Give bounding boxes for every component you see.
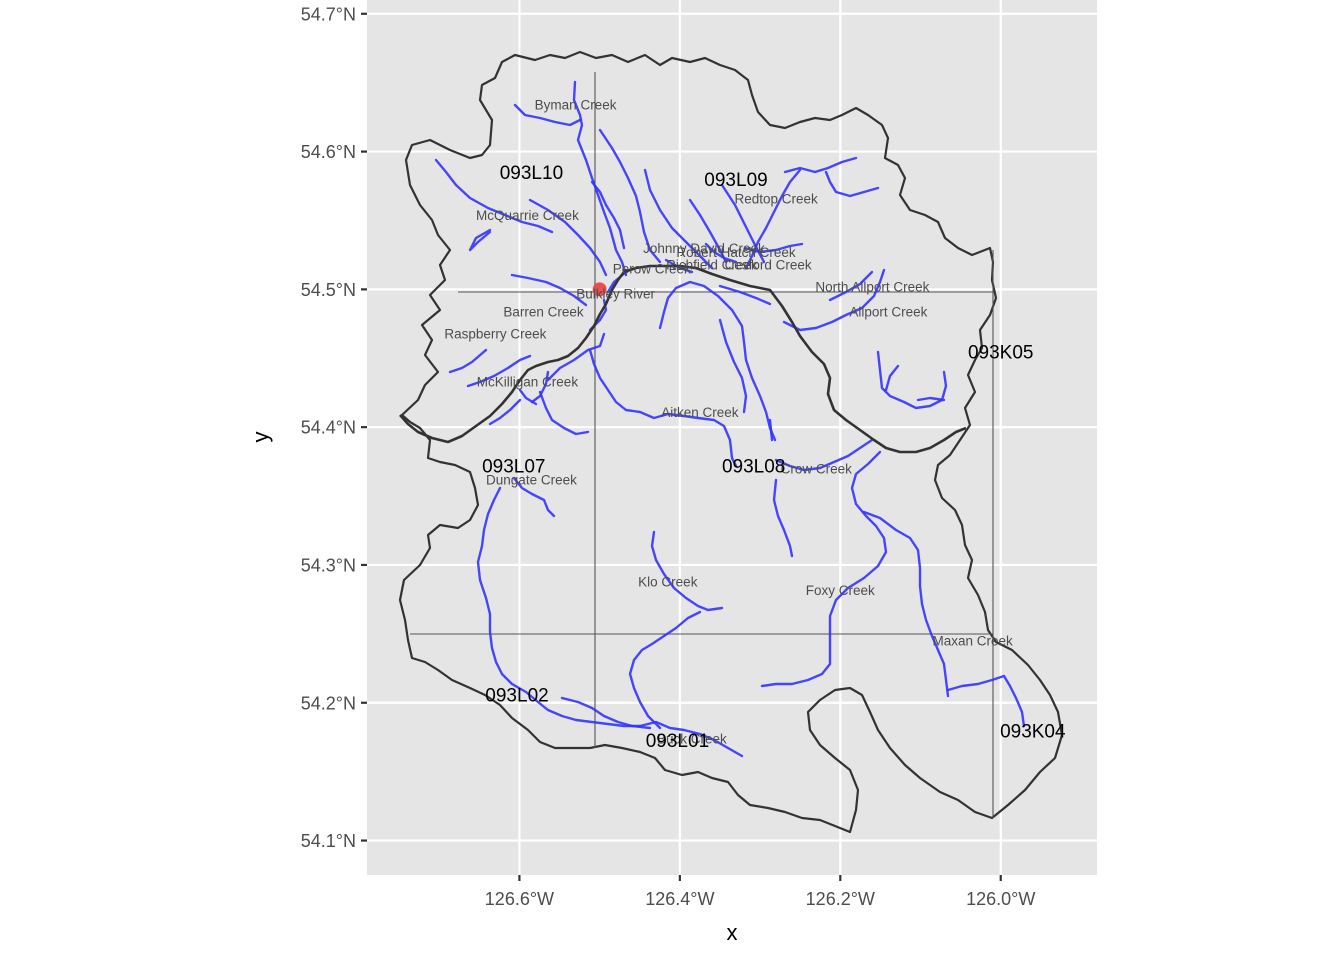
y-tick-label: 54.4°N xyxy=(301,418,356,438)
stream-labels: Byman Creek Redtop Creek McQuarrie Creek Jo… xyxy=(444,98,1013,747)
stream-line xyxy=(560,696,652,730)
stream-line xyxy=(530,370,550,404)
x-axis: 126.6°W 126.4°W 126.2°W 126.0°W xyxy=(485,875,1035,909)
stream-line xyxy=(513,103,582,127)
stream-label: Richfield Creek xyxy=(666,258,758,273)
x-axis-title: x xyxy=(727,920,738,945)
map-tile-label: 093L08 xyxy=(722,457,785,478)
stream-line xyxy=(688,198,728,264)
stream-label: Cesford Creek xyxy=(725,258,812,273)
stream-line xyxy=(588,348,738,468)
stream-line xyxy=(476,486,744,758)
stream-line xyxy=(434,158,554,234)
stream-line xyxy=(876,350,948,410)
bulkley-river-line xyxy=(399,264,967,454)
x-tick-label: 126.0°W xyxy=(966,889,1035,909)
stream-label: Bulkley River xyxy=(576,287,655,302)
stream-line xyxy=(782,268,886,332)
map-tile-label: 093L09 xyxy=(704,170,767,191)
y-tick-label: 54.5°N xyxy=(301,280,356,300)
stream-line xyxy=(828,270,874,302)
stream-label: McQuarrie Creek xyxy=(476,208,579,223)
stream-line xyxy=(862,510,950,698)
stream-line xyxy=(744,168,802,270)
stream-line xyxy=(783,156,858,174)
stream-line xyxy=(590,180,626,250)
map-tile-label: 093L01 xyxy=(646,731,709,752)
stream-line xyxy=(946,674,1026,728)
stream-label: Robert Hatch Creek xyxy=(676,245,796,260)
map-tile-label: 093L07 xyxy=(482,457,545,478)
stream-label: Allport Creek xyxy=(849,304,927,319)
stream-label: Raspberry Creek xyxy=(444,326,546,341)
stream-line xyxy=(572,80,628,277)
y-tick-label: 54.2°N xyxy=(301,693,356,713)
stream-label: Maxan Creek xyxy=(933,634,1014,649)
map-tile-label: 093K05 xyxy=(968,342,1034,363)
y-tick-label: 54.1°N xyxy=(301,831,356,851)
x-tick-label: 126.2°W xyxy=(806,889,875,909)
y-tick-label: 54.6°N xyxy=(301,142,356,162)
map-tile-label: 093L02 xyxy=(485,685,548,706)
stream-label: Buck Creek xyxy=(657,732,727,747)
stream-line xyxy=(598,128,662,264)
stream-line xyxy=(664,258,694,274)
outlet-point-marker xyxy=(592,282,607,297)
y-tick-label: 54.3°N xyxy=(301,555,356,575)
stream-label: Johnny David Creek xyxy=(643,241,765,256)
stream-line xyxy=(743,242,804,254)
stream-line xyxy=(774,438,874,472)
stream-network xyxy=(434,80,1026,758)
stream-line xyxy=(650,530,724,612)
map-tile-label: 093K04 xyxy=(1000,721,1066,742)
y-tick-label: 54.7°N xyxy=(301,4,356,24)
stream-label: Crow Creek xyxy=(781,462,853,477)
stream-line xyxy=(488,398,522,426)
stream-label: McKilligan Creek xyxy=(477,375,579,390)
stream-label: Aitken Creek xyxy=(661,405,739,420)
stream-line xyxy=(718,284,772,306)
stream-label: Perow Creek xyxy=(613,262,691,277)
stream-line xyxy=(768,418,774,442)
stream-line xyxy=(718,318,748,414)
y-axis-title: y xyxy=(248,432,273,443)
stream-line xyxy=(916,396,946,402)
stream-line xyxy=(528,198,608,277)
y-axis: 54.1°N 54.2°N 54.3°N 54.4°N 54.5°N 54.6°N 54.7… xyxy=(301,4,367,851)
stream-label: North Allport Creek xyxy=(815,280,929,295)
stream-line xyxy=(546,332,606,382)
map-tile-label: 093L10 xyxy=(500,163,563,184)
stream-line xyxy=(760,450,888,688)
stream-line xyxy=(772,478,794,558)
stream-line xyxy=(468,228,492,252)
map-panel xyxy=(367,0,1097,875)
stream-label: Klo Creek xyxy=(638,574,698,589)
stream-line xyxy=(704,242,738,264)
stream-line xyxy=(512,476,556,518)
stream-line xyxy=(884,364,900,392)
stream-line xyxy=(643,168,714,270)
stream-line xyxy=(448,348,488,374)
stream-label: Barren Creek xyxy=(503,304,584,319)
x-tick-label: 126.6°W xyxy=(485,889,554,909)
stream-line xyxy=(538,390,590,436)
tile-labels: 093L10 093L09 093K05 093L07 093L08 093L02 093L… xyxy=(482,163,1066,752)
stream-line xyxy=(628,610,702,730)
x-tick-label: 126.4°W xyxy=(645,889,714,909)
stream-label: Redtop Creek xyxy=(734,191,818,206)
stream-line xyxy=(824,170,880,198)
stream-label: Dungate Creek xyxy=(486,473,577,488)
watershed-boundary xyxy=(398,50,1064,834)
stream-label: Byman Creek xyxy=(535,98,617,113)
stream-line xyxy=(510,273,588,307)
stream-line xyxy=(658,280,777,442)
stream-label: Foxy Creek xyxy=(806,583,875,598)
stream-line xyxy=(466,354,532,388)
